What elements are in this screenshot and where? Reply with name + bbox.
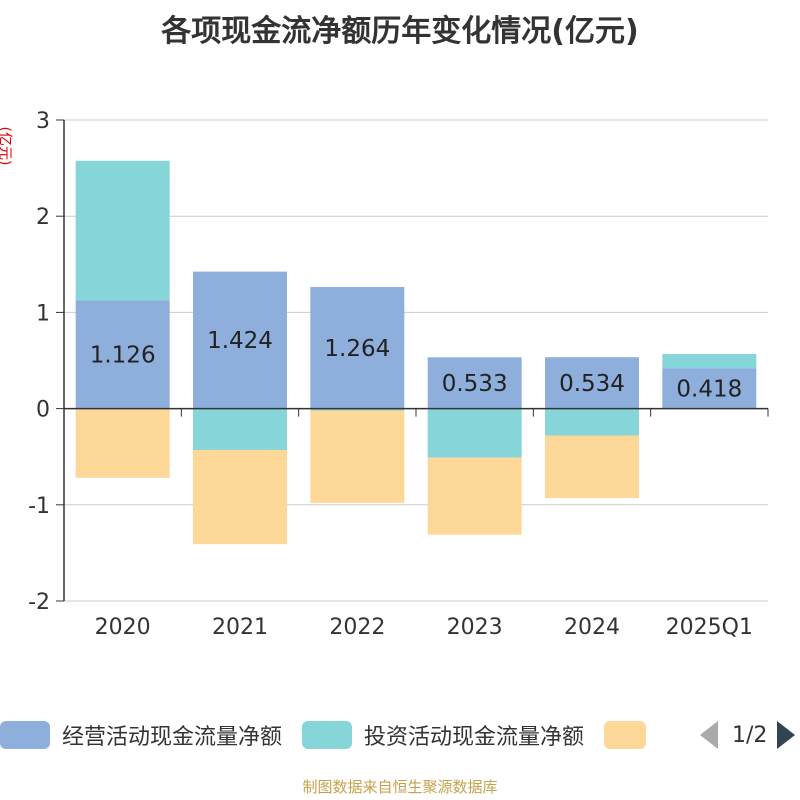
legend: 经营活动现金流量净额 投资活动现金流量净额 bbox=[0, 716, 678, 754]
bar-segment bbox=[545, 408, 639, 436]
legend-pager: 1/2 bbox=[700, 716, 796, 754]
bar-segment bbox=[75, 160, 170, 301]
bar-segment bbox=[310, 410, 405, 503]
bar-segment bbox=[427, 408, 522, 458]
data-source-note: 制图数据来自恒生聚源数据库 bbox=[302, 778, 498, 796]
legend-item-operating[interactable]: 经营活动现金流量净额 bbox=[0, 719, 282, 751]
x-tick-label: 2021 bbox=[212, 615, 268, 640]
bar-segment bbox=[75, 408, 170, 478]
bar-chart: 3 2 1 0 -1 -2 1.126 2020 1.424 2021 1.264 2022 0.533… bbox=[28, 109, 769, 640]
legend-page-indicator: 1/2 bbox=[732, 722, 768, 748]
data-label: 0.533 bbox=[442, 371, 508, 397]
data-label: 0.534 bbox=[559, 371, 625, 397]
bar-segment bbox=[427, 357, 522, 409]
bar-segment bbox=[75, 300, 170, 409]
legend-swatch-operating bbox=[0, 721, 50, 749]
bar-segment bbox=[310, 408, 405, 411]
prev-page-icon[interactable] bbox=[700, 721, 718, 749]
y-tick-label: 2 bbox=[36, 205, 50, 230]
bar-segment bbox=[310, 287, 405, 409]
bar-segment bbox=[193, 449, 287, 545]
bar-segment bbox=[193, 408, 287, 450]
bar-segment bbox=[545, 357, 639, 409]
legend-swatch-investing bbox=[302, 721, 353, 749]
y-tick-label: 3 bbox=[36, 109, 50, 134]
x-tick-label: 2022 bbox=[329, 615, 385, 640]
y-tick-label: 0 bbox=[36, 398, 50, 423]
legend-label-operating: 经营活动现金流量净额 bbox=[62, 725, 283, 750]
chart-title: 各项现金流净额历年变化情况(亿元) bbox=[161, 14, 639, 49]
legend-item-investing[interactable]: 投资活动现金流量净额 bbox=[302, 719, 584, 751]
x-tick-label: 2023 bbox=[447, 615, 503, 640]
data-label: 1.126 bbox=[90, 342, 156, 368]
data-label: 1.264 bbox=[324, 336, 390, 362]
x-tick-label: 2025Q1 bbox=[666, 615, 753, 640]
y-tick-label: 1 bbox=[36, 301, 50, 326]
next-page-icon[interactable] bbox=[777, 721, 796, 749]
legend-item-third[interactable] bbox=[604, 721, 658, 749]
bar-segment bbox=[662, 368, 757, 409]
bar-segment bbox=[427, 457, 522, 535]
legend-label-investing: 投资活动现金流量净额 bbox=[364, 725, 585, 750]
data-label: 0.418 bbox=[676, 376, 742, 402]
x-tick-label: 2024 bbox=[564, 615, 620, 640]
x-tick-label: 2020 bbox=[95, 615, 151, 640]
bar-segment bbox=[193, 271, 287, 409]
y-tick-label: -2 bbox=[28, 590, 50, 615]
bar-segment bbox=[545, 435, 639, 499]
legend-swatch-third bbox=[604, 721, 647, 749]
bar-segment bbox=[662, 353, 757, 369]
data-label: 1.424 bbox=[207, 328, 273, 354]
y-tick-label: -1 bbox=[28, 494, 50, 519]
